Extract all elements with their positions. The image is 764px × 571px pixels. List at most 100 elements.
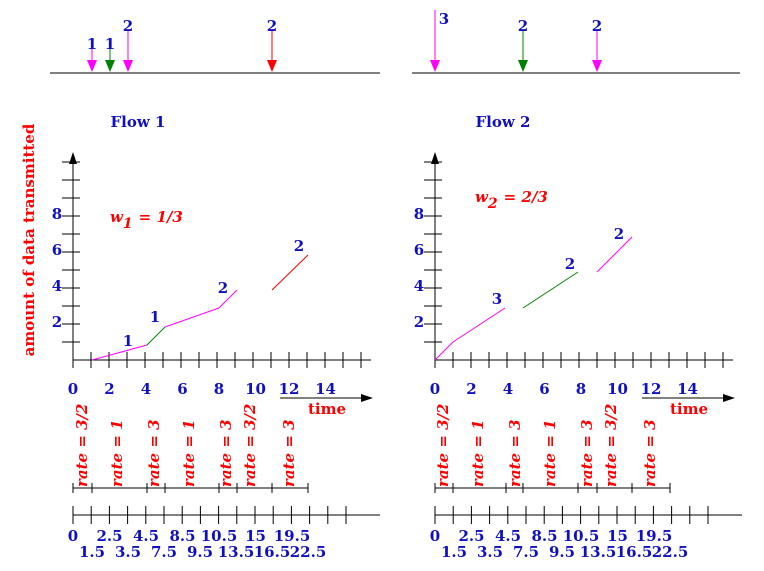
weight-value: = 1/3 bbox=[139, 208, 183, 226]
time-label: 3.5 bbox=[115, 543, 141, 561]
rate-label: rate = 3/2 bbox=[602, 404, 620, 487]
arrival-label: 2 bbox=[592, 17, 602, 35]
service-curve bbox=[271, 254, 309, 291]
arrival-label: 3 bbox=[439, 10, 449, 28]
service-curve bbox=[434, 341, 454, 361]
x-axis-label: time bbox=[670, 400, 708, 418]
rate-label: rate = 1 bbox=[469, 419, 487, 487]
time-label: 13.5 bbox=[218, 543, 255, 561]
rate-label: rate = 1 bbox=[180, 419, 198, 487]
time-label: 22.5 bbox=[652, 543, 689, 561]
time-label: 4.5 bbox=[495, 527, 521, 545]
arrival-label: 2 bbox=[123, 17, 133, 35]
x-tick-label: 0 bbox=[68, 380, 78, 398]
arrival-label: 1 bbox=[87, 35, 97, 53]
x-tick-label: 4 bbox=[141, 380, 151, 398]
time-label: 19.5 bbox=[636, 527, 673, 545]
time-label: 7.5 bbox=[513, 543, 539, 561]
y-tick-label: 4 bbox=[52, 277, 62, 295]
segment-label: 1 bbox=[123, 332, 133, 350]
rate-label: rate = 3 bbox=[145, 419, 163, 487]
segment-label: 2 bbox=[294, 237, 304, 255]
rate-label: rate = 3 bbox=[217, 419, 235, 487]
x-tick-label: 8 bbox=[214, 380, 224, 398]
weight-label: w1 = 1/3 bbox=[110, 208, 183, 232]
service-curve bbox=[146, 326, 166, 346]
rate-label: rate = 1 bbox=[541, 419, 559, 487]
time-label: 0 bbox=[430, 527, 440, 545]
time-arrow-head bbox=[361, 394, 373, 402]
time-label: 1.5 bbox=[79, 543, 105, 561]
time-label: 9.5 bbox=[187, 543, 213, 561]
flow-title: Flow 2 bbox=[476, 113, 531, 131]
x-tick-label: 2 bbox=[104, 380, 114, 398]
x-tick-label: 14 bbox=[677, 380, 698, 398]
time-arrow-head bbox=[723, 394, 735, 402]
x-tick-label: 8 bbox=[576, 380, 586, 398]
x-tick-label: 6 bbox=[177, 380, 187, 398]
x-tick-label: 10 bbox=[607, 380, 628, 398]
weight-subscript: 2 bbox=[487, 196, 498, 212]
x-tick-label: 12 bbox=[279, 380, 300, 398]
x-tick-label: 4 bbox=[503, 380, 513, 398]
rate-label: rate = 3/2 bbox=[241, 404, 259, 487]
rate-label: rate = 3 bbox=[578, 419, 596, 487]
time-label: 15 bbox=[245, 527, 266, 545]
arrow-head bbox=[518, 60, 528, 72]
arrival-label: 1 bbox=[105, 35, 115, 53]
x-axis-label: time bbox=[308, 400, 346, 418]
y-axis-arrow bbox=[69, 152, 77, 164]
y-axis-arrow bbox=[431, 152, 439, 164]
arrow-head bbox=[592, 60, 602, 72]
x-tick-label: 14 bbox=[315, 380, 336, 398]
time-label: 10.5 bbox=[201, 527, 238, 545]
rate-label: rate = 3/2 bbox=[73, 404, 91, 487]
service-curve bbox=[91, 344, 148, 361]
time-label: 4.5 bbox=[133, 527, 159, 545]
service-curve bbox=[164, 307, 220, 328]
rate-label: rate = 1 bbox=[108, 419, 126, 487]
time-label: 9.5 bbox=[549, 543, 575, 561]
weight-symbol: w bbox=[475, 188, 489, 206]
time-label: 10.5 bbox=[563, 527, 600, 545]
y-tick-label: 2 bbox=[52, 313, 62, 331]
time-label: 8.5 bbox=[531, 527, 557, 545]
arrow-head bbox=[87, 60, 97, 72]
rate-label: rate = 3 bbox=[280, 419, 298, 487]
time-label: 8.5 bbox=[169, 527, 195, 545]
x-tick-label: 10 bbox=[245, 380, 266, 398]
service-curve bbox=[218, 289, 238, 309]
flow-title: Flow 1 bbox=[111, 113, 166, 131]
y-tick-label: 4 bbox=[414, 277, 424, 295]
time-label: 3.5 bbox=[477, 543, 503, 561]
x-tick-label: 6 bbox=[539, 380, 549, 398]
y-axis-label: amount of data transmitted bbox=[20, 123, 38, 356]
service-curve bbox=[596, 236, 633, 273]
time-label: 15 bbox=[607, 527, 628, 545]
x-tick-label: 2 bbox=[466, 380, 476, 398]
time-label: 2.5 bbox=[96, 527, 122, 545]
service-curve bbox=[452, 307, 506, 343]
segment-label: 2 bbox=[218, 279, 228, 297]
arrow-head bbox=[105, 60, 115, 72]
y-tick-label: 2 bbox=[414, 313, 424, 331]
arrival-label: 2 bbox=[267, 17, 277, 35]
x-tick-label: 12 bbox=[641, 380, 662, 398]
weight-subscript: 1 bbox=[123, 216, 133, 232]
segment-label: 2 bbox=[614, 225, 624, 243]
time-label: 0 bbox=[68, 527, 78, 545]
time-label: 2.5 bbox=[458, 527, 484, 545]
time-label: 7.5 bbox=[151, 543, 177, 561]
service-curve bbox=[522, 271, 579, 309]
segment-label: 2 bbox=[565, 255, 575, 273]
y-tick-label: 8 bbox=[414, 205, 424, 223]
rate-label: rate = 3/2 bbox=[434, 404, 452, 487]
segment-label: 1 bbox=[150, 308, 160, 326]
rate-label: rate = 3 bbox=[641, 419, 659, 487]
weight-symbol: w bbox=[110, 208, 124, 226]
time-label: 1.5 bbox=[441, 543, 467, 561]
time-label: 16.5 bbox=[616, 543, 653, 561]
time-label: 22.5 bbox=[290, 543, 327, 561]
arrow-head bbox=[267, 60, 277, 72]
time-label: 13.5 bbox=[580, 543, 617, 561]
